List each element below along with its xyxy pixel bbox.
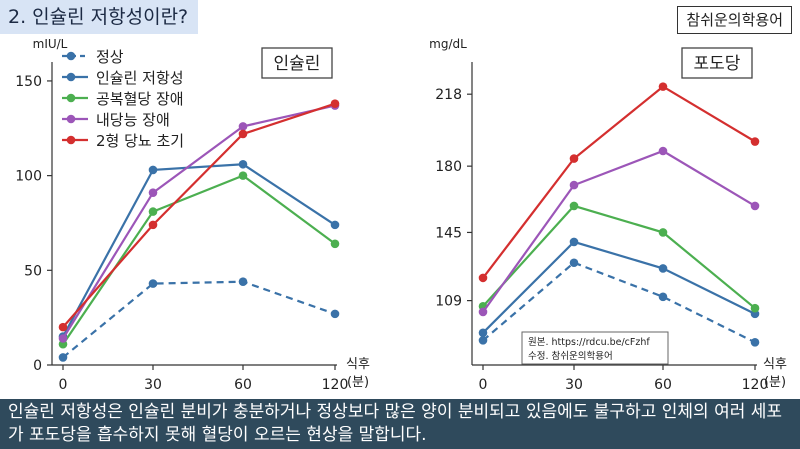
series-line-3: [482, 204, 756, 310]
caption-text: 인슐린 저항성은 인슐린 분비가 충분하거나 정상보다 많은 양이 분비되고 있…: [0, 399, 800, 449]
legend-swatch-dot: [66, 135, 76, 145]
x-axis-label-line2: (분): [764, 375, 786, 390]
series-line-1: [62, 280, 336, 359]
chart-title-box: [261, 47, 333, 79]
series-line-4: [62, 104, 336, 340]
x-tick-label: 120: [322, 377, 349, 393]
y-tick-label: 0: [33, 358, 42, 374]
data-point: [750, 303, 760, 313]
source-note-box: [521, 331, 669, 365]
legend-swatch-dot: [66, 51, 76, 61]
y-tick-label: 218: [435, 87, 462, 103]
data-point: [569, 237, 579, 247]
chart-title-box: [681, 47, 753, 79]
y-tick-label: 180: [435, 159, 462, 175]
chart-title: 인슐린: [274, 54, 321, 74]
y-axis-label: mIU/L: [33, 37, 68, 51]
x-tick-label: 120: [742, 377, 769, 393]
series-line-4: [482, 149, 756, 313]
source-note-line1: 원본. https://rdcu.be/cFzhf: [528, 337, 650, 348]
data-point: [658, 264, 668, 273]
data-point: [148, 207, 158, 216]
data-point: [569, 258, 579, 268]
y-tick-label: 100: [15, 169, 42, 185]
data-point: [658, 146, 668, 156]
data-point: [148, 165, 158, 175]
data-point: [238, 159, 248, 169]
data-point: [330, 220, 340, 230]
legend-swatch-dot: [66, 114, 76, 124]
y-tick-label: 109: [435, 294, 462, 310]
y-tick-label: 150: [15, 74, 42, 90]
y-tick-label: 145: [435, 225, 462, 241]
x-axis-label-line1: 식후: [763, 357, 787, 372]
y-axis-label: mg/dL: [429, 37, 467, 51]
data-point: [750, 137, 760, 146]
x-axis-label-line2: (분): [347, 375, 369, 390]
series-line-1: [482, 261, 756, 344]
data-point: [658, 228, 668, 237]
data-point: [238, 277, 248, 286]
data-point: [238, 129, 248, 139]
data-point: [148, 188, 158, 197]
data-point: [478, 273, 488, 283]
series-line-3: [62, 174, 336, 345]
legend-label: 2형 당뇨 초기: [96, 132, 184, 150]
series-line-5: [482, 85, 756, 279]
data-point: [238, 122, 248, 131]
data-point: [148, 279, 158, 288]
x-tick-label: 30: [565, 377, 583, 393]
data-point: [569, 180, 579, 190]
series-line-5: [62, 102, 336, 328]
data-point: [58, 322, 68, 332]
x-axis-label-line1: 식후: [346, 357, 370, 372]
data-point: [58, 353, 68, 362]
chart-title: 포도당: [694, 54, 741, 74]
series-line-2: [482, 240, 756, 334]
y-tick-label: 50: [24, 263, 42, 279]
data-point: [330, 239, 340, 249]
data-point: [658, 292, 668, 302]
data-point: [569, 201, 579, 211]
legend-swatch-dot: [66, 93, 76, 103]
x-tick-label: 30: [144, 377, 162, 393]
legend-label: 내당능 장애: [96, 111, 170, 129]
data-point: [238, 171, 248, 180]
legend-label: 인슐린 저항성: [96, 69, 184, 87]
legend-swatch-dot: [66, 72, 76, 82]
x-tick-label: 0: [479, 377, 488, 393]
data-point: [478, 336, 488, 345]
series-line-2: [62, 163, 336, 338]
slide-title: 2. 인슐린 저항성이란?: [0, 0, 199, 34]
legend-label: 정상: [96, 48, 124, 66]
x-tick-label: 60: [654, 377, 672, 393]
data-point: [750, 201, 760, 211]
data-point: [478, 307, 488, 317]
data-point: [330, 99, 340, 108]
x-tick-label: 0: [59, 377, 68, 393]
data-point: [569, 154, 579, 163]
data-point: [478, 328, 488, 338]
data-point: [658, 82, 668, 91]
brand-label: 참쉬운의학용어: [677, 6, 792, 34]
data-point: [330, 309, 340, 319]
legend-label: 공복혈당 장애: [96, 90, 184, 108]
x-tick-label: 60: [234, 377, 252, 393]
source-note-line2: 수정. 참쉬운의학용어: [528, 351, 613, 362]
data-point: [148, 220, 158, 230]
data-point: [750, 337, 760, 347]
data-point: [58, 334, 68, 343]
